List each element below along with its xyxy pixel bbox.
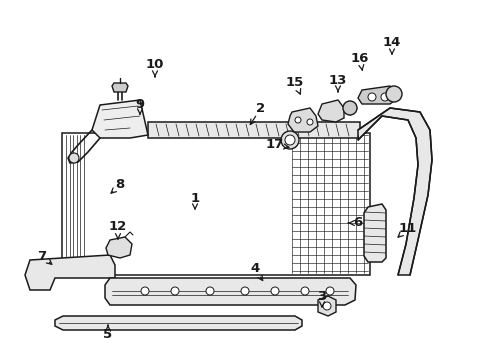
Text: 15: 15 [286,76,304,89]
Polygon shape [358,86,398,104]
Text: 12: 12 [109,220,127,234]
Polygon shape [288,108,318,132]
Text: 3: 3 [318,289,327,302]
Circle shape [281,131,299,149]
Polygon shape [364,204,386,262]
Text: 4: 4 [250,262,260,275]
Text: 13: 13 [329,73,347,86]
Polygon shape [148,122,360,138]
Circle shape [301,287,309,295]
Circle shape [343,101,357,115]
Circle shape [69,153,79,163]
Polygon shape [318,296,336,316]
Polygon shape [358,108,432,275]
Text: 8: 8 [115,179,124,192]
Circle shape [206,287,214,295]
Text: 10: 10 [146,58,164,72]
Polygon shape [112,83,128,92]
Circle shape [323,302,331,310]
Circle shape [285,135,295,145]
Polygon shape [92,100,148,138]
Text: 14: 14 [383,36,401,49]
Circle shape [171,287,179,295]
Text: 9: 9 [135,98,145,111]
Polygon shape [105,278,356,305]
Circle shape [381,93,389,101]
Circle shape [271,287,279,295]
Polygon shape [25,255,115,290]
Polygon shape [55,316,302,330]
Circle shape [141,287,149,295]
Polygon shape [106,237,132,258]
Polygon shape [62,133,370,275]
Text: 16: 16 [351,51,369,64]
Text: 6: 6 [353,216,363,230]
Circle shape [368,93,376,101]
Circle shape [326,287,334,295]
Text: 5: 5 [103,328,113,342]
Text: 11: 11 [399,221,417,234]
Circle shape [295,117,301,123]
Circle shape [307,119,313,125]
Text: 7: 7 [37,249,47,262]
Circle shape [241,287,249,295]
Text: 17: 17 [266,139,284,152]
Circle shape [386,86,402,102]
Polygon shape [318,100,344,122]
Text: 2: 2 [256,102,266,114]
Text: 1: 1 [191,192,199,204]
